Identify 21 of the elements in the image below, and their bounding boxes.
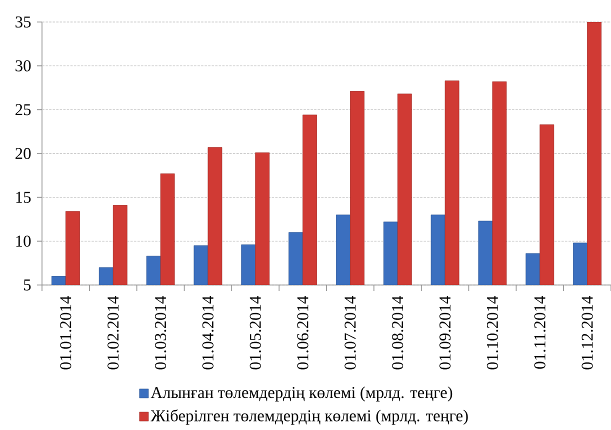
legend-label: Алынған төлемдердің көлемі (мрлд. теңге) bbox=[150, 386, 452, 402]
y-tick-label: 20 bbox=[16, 148, 31, 160]
legend-label: Жіберілген төлемдердің көлемі (мрлд. теңге) bbox=[150, 409, 468, 425]
x-tick-label: 01.01.2014 bbox=[60, 296, 72, 370]
y-tick-label: 30 bbox=[16, 60, 31, 72]
y-tick-label: 10 bbox=[16, 236, 31, 247]
y-tick-label: 25 bbox=[16, 104, 31, 116]
x-tick-label: 01.10.2014 bbox=[486, 296, 498, 370]
x-tick-label: 01.05.2014 bbox=[250, 296, 261, 370]
x-tick-label: 01.08.2014 bbox=[392, 296, 404, 370]
x-tick-label: 01.11.2014 bbox=[534, 296, 546, 369]
x-tick-label: 01.09.2014 bbox=[439, 296, 451, 370]
x-tick-label: 01.12.2014 bbox=[582, 296, 593, 370]
x-tick-label: 01.06.2014 bbox=[297, 296, 308, 370]
x-tick-label: 01.07.2014 bbox=[344, 296, 356, 370]
y-tick-label: 15 bbox=[16, 192, 31, 203]
x-tick-label: 01.03.2014 bbox=[154, 296, 166, 370]
y-tick-label: 35 bbox=[16, 16, 31, 28]
x-tick-label: 01.04.2014 bbox=[202, 296, 214, 370]
x-tick-label: 01.02.2014 bbox=[108, 296, 119, 370]
y-tick-label: 5 bbox=[24, 280, 31, 290]
